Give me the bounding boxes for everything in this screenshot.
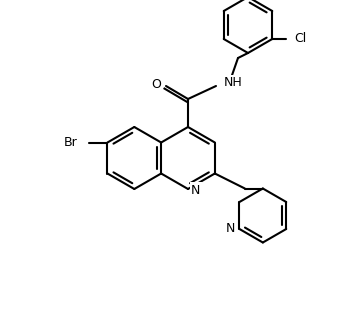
- Text: NH: NH: [224, 76, 243, 90]
- Text: N: N: [226, 222, 236, 236]
- Text: Br: Br: [64, 136, 78, 149]
- Text: O: O: [151, 77, 161, 91]
- Text: Cl: Cl: [294, 32, 306, 46]
- Text: N: N: [191, 183, 201, 196]
